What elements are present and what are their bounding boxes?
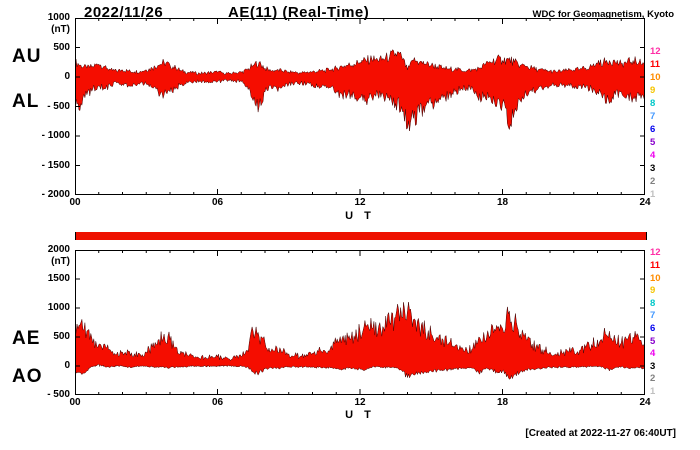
x-tick-label: 24 bbox=[639, 197, 651, 208]
x-tick-label: 00 bbox=[69, 197, 81, 208]
station-count-1: 1 bbox=[650, 189, 656, 200]
station-count-10: 10 bbox=[650, 72, 661, 83]
ae-ao-plot bbox=[75, 250, 645, 395]
x-tick-label: 00 bbox=[69, 397, 81, 408]
date-label: 2022/11/26 bbox=[84, 4, 164, 21]
y-tick-label: - 1000 bbox=[41, 130, 70, 141]
x-axis-title-bottom: U T bbox=[345, 409, 375, 421]
station-count-11: 11 bbox=[650, 59, 661, 70]
station-count-6: 6 bbox=[650, 124, 656, 135]
y-tick-label: - 500 bbox=[47, 389, 70, 400]
series-label-ao: AO bbox=[12, 366, 43, 387]
x-tick-label: 18 bbox=[496, 197, 509, 208]
station-count-2: 2 bbox=[650, 373, 656, 385]
x-axis-title-top: U T bbox=[345, 210, 375, 222]
series-label-ae: AE bbox=[12, 328, 41, 349]
x-tick-label: 24 bbox=[639, 397, 651, 408]
source-label: WDC for Geomagnetism, Kyoto bbox=[532, 9, 674, 20]
station-count-12: 12 bbox=[650, 46, 661, 57]
x-tick-label: 18 bbox=[496, 397, 509, 408]
x-tick-label: 12 bbox=[354, 197, 366, 208]
station-count-4: 4 bbox=[650, 150, 656, 161]
station-count-11: 11 bbox=[650, 260, 661, 271]
station-count-5: 5 bbox=[650, 335, 656, 347]
station-count-8: 8 bbox=[650, 297, 656, 309]
station-count-bar bbox=[75, 232, 647, 240]
y-tick-label: 1500 bbox=[47, 273, 70, 284]
station-count-3: 3 bbox=[650, 163, 656, 174]
y-tick-label: 0 bbox=[64, 71, 70, 82]
station-count-7: 7 bbox=[650, 310, 656, 322]
y-tick-label: 2000 bbox=[47, 244, 70, 255]
y-tick-label: - 1500 bbox=[41, 159, 70, 171]
station-count-9: 9 bbox=[650, 285, 656, 297]
y-tick-label: 1000 bbox=[47, 12, 70, 23]
series-label-al: AL bbox=[12, 91, 40, 112]
station-count-4: 4 bbox=[650, 348, 656, 360]
page-title: AE(11) (Real-Time) bbox=[228, 4, 370, 21]
station-count-8: 8 bbox=[650, 98, 656, 109]
station-count-2: 2 bbox=[650, 176, 656, 187]
unit-label-top: (nT) bbox=[51, 24, 70, 35]
y-tick-label: - 2000 bbox=[41, 189, 70, 200]
y-tick-label: 1000 bbox=[47, 302, 70, 313]
x-tick-label: 06 bbox=[211, 197, 224, 208]
x-tick-label: 06 bbox=[211, 397, 224, 408]
series-label-au: AU bbox=[12, 46, 42, 67]
created-note: [Created at 2022-11-27 06:40UT] bbox=[525, 428, 676, 439]
station-count-7: 7 bbox=[650, 111, 656, 122]
station-count-6: 6 bbox=[650, 323, 656, 334]
station-count-5: 5 bbox=[650, 137, 656, 148]
unit-label-bottom: (nT) bbox=[51, 256, 70, 267]
station-count-12: 12 bbox=[650, 247, 661, 259]
station-count-9: 9 bbox=[650, 85, 656, 96]
station-count-10: 10 bbox=[650, 272, 661, 284]
x-tick-label: 12 bbox=[354, 397, 366, 408]
station-count-3: 3 bbox=[650, 360, 656, 372]
au-al-plot bbox=[75, 18, 645, 195]
station-count-1: 1 bbox=[650, 386, 656, 397]
